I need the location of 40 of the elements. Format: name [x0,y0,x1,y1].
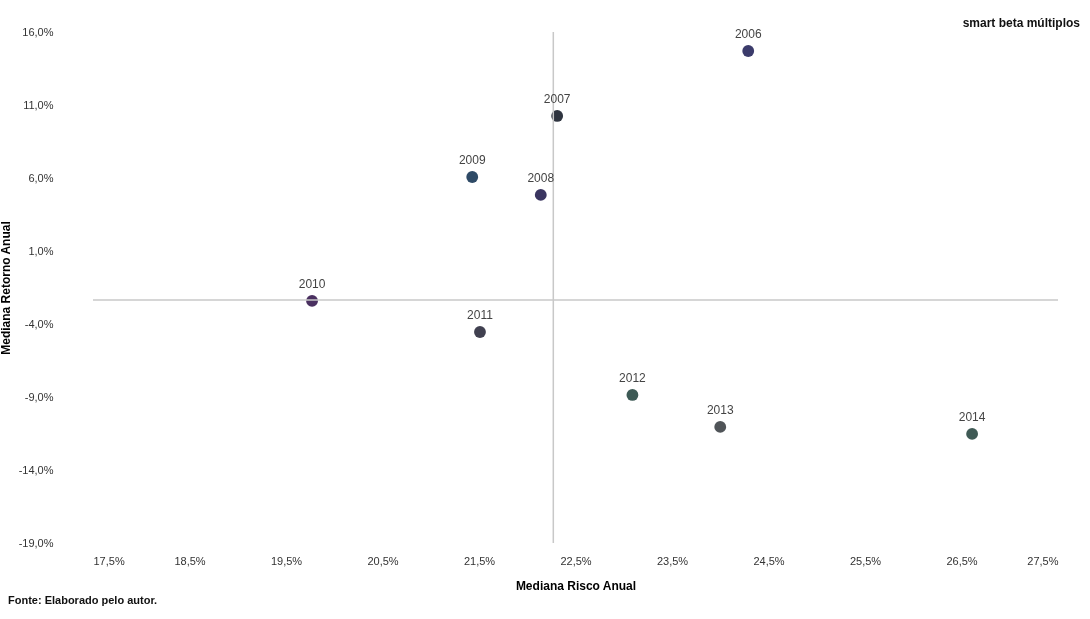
source-note: Fonte: Elaborado pelo autor. [8,594,158,606]
x-axis-title: Mediana Risco Anual [515,578,637,593]
y-tick-label: 1,0% [28,244,54,257]
y-tick-label: -9,0% [24,390,54,403]
x-tick-label: 23,5% [656,554,689,567]
annotation: 2006 [734,26,762,41]
x-tick-label: 21,5% [463,554,496,567]
annotation: 2014 [958,409,986,424]
x-tick-label: 25,5% [849,554,882,567]
x-tick-label: 17,5% [93,554,125,567]
point [551,110,564,122]
x-tick-label: 18,5% [174,554,206,567]
x-tick-label: 27,5% [1027,554,1059,567]
point [474,326,486,338]
y-tick-label: -14,0% [18,463,54,476]
x-tick-label: 22,5% [560,554,592,567]
annotation: 2007 [543,91,571,106]
point [466,171,479,183]
annotation: 2009 [458,152,486,167]
annotation: 2011 [467,308,494,323]
point [742,45,755,57]
point [714,421,727,433]
y-tick-label: 16,0% [22,25,54,38]
y-tick-label: 6,0% [28,171,54,184]
x-tick-label: 19,5% [270,554,303,567]
point [534,189,547,201]
x-tick-label: 24,5% [753,554,785,567]
x-tick-label: 26,5% [946,554,978,567]
point [966,428,979,440]
annotation: 2013 [706,402,734,417]
annotation: 2008 [527,170,555,185]
y-tick-label: -4,0% [24,317,54,330]
annotation: 2010 [298,276,326,291]
point [626,389,639,401]
y-tick-label: 11,0% [23,98,54,111]
y-axis-title: Mediana Retorno Anual [0,221,13,355]
y-tick-label: -19,0% [18,536,54,549]
chart-title: smart beta múltiplos [962,16,1081,30]
annotation: 2012 [619,370,647,385]
x-tick-label: 20,5% [367,554,399,567]
